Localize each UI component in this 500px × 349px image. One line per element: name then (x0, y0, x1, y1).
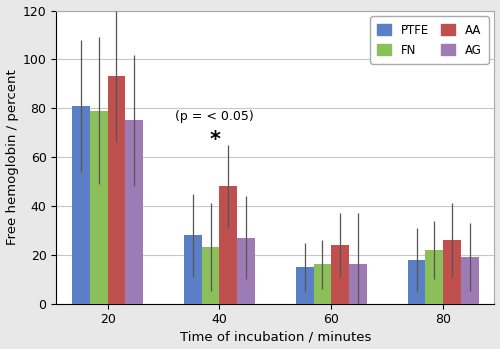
Bar (90, 111, 108, 304)
Bar (72, 106, 90, 304)
Text: (p = < 0.05): (p = < 0.05) (176, 110, 254, 123)
Bar (220, 186, 237, 304)
Bar (332, 245, 349, 304)
Bar (126, 120, 143, 304)
Bar (184, 235, 202, 304)
Bar (349, 265, 366, 304)
Bar (237, 238, 255, 304)
Bar (443, 240, 461, 304)
Bar (426, 250, 443, 304)
Bar (314, 265, 332, 304)
Legend: PTFE, FN, AA, AG: PTFE, FN, AA, AG (370, 16, 488, 64)
Y-axis label: Free hemoglobin / percent: Free hemoglobin / percent (6, 69, 18, 245)
Bar (461, 257, 478, 304)
Bar (408, 260, 426, 304)
Bar (108, 76, 126, 304)
Bar (202, 247, 220, 304)
Text: *: * (210, 130, 220, 150)
Bar (296, 267, 314, 304)
X-axis label: Time of incubation / minutes: Time of incubation / minutes (180, 331, 371, 343)
